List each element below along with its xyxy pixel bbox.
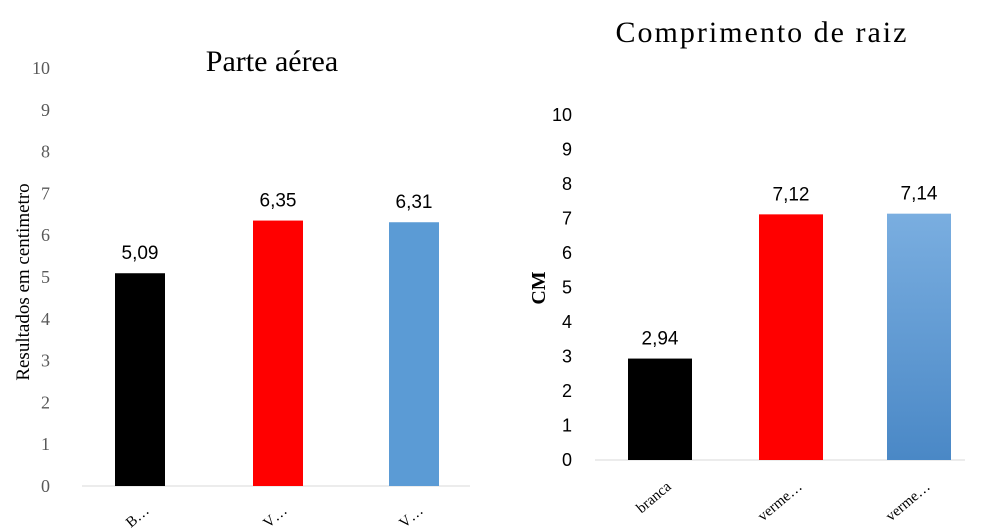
y-tick-label: 10 [552,105,572,125]
x-tick-label: B… [123,503,152,528]
bar [389,222,439,486]
y-tick-label: 5 [562,278,572,298]
data-labels: 2,94 7,12 7,14 [642,184,938,350]
bars [628,213,951,460]
x-tick-label: verme… [755,479,805,525]
data-label: 5,09 [122,243,159,264]
y-tick-label: 1 [41,434,50,454]
x-axis-ticks: branca verme… verme… [634,479,934,525]
chart-title: Comprimento de raiz [616,16,909,49]
y-tick-label: 8 [41,142,50,162]
bar [115,273,165,486]
data-labels: 5,09 6,35 6,31 [122,191,433,265]
bar [253,220,303,486]
y-axis-label: Resultados em centimetro [13,183,34,380]
y-tick-label: 3 [41,351,50,371]
chart-parte-aerea: Parte aérea Resultados em centimetro 0 1 2… [13,45,470,528]
y-tick-label: 7 [562,209,572,229]
bar [628,358,692,460]
y-tick-label: 2 [41,392,50,412]
x-tick-label: branca [634,479,675,517]
y-tick-label: 6 [41,225,50,245]
data-label: 6,35 [260,191,297,212]
y-tick-label: 1 [562,416,572,436]
y-tick-label: 9 [41,100,50,120]
x-axis-ticks: B… V… V… [123,503,426,528]
y-tick-label: 7 [41,183,50,203]
y-tick-label: 9 [562,140,572,160]
bar [887,213,951,460]
data-label: 7,14 [901,184,938,205]
y-axis-ticks: 0 1 2 3 4 5 6 7 8 9 10 [552,105,572,470]
chart-title: Parte aérea [206,45,338,78]
y-tick-label: 8 [562,174,572,194]
data-label: 7,12 [773,184,810,205]
bars [115,220,439,486]
data-label: 2,94 [642,329,679,350]
y-tick-label: 0 [41,476,50,496]
y-tick-label: 0 [562,450,572,470]
y-tick-label: 3 [562,347,572,367]
y-tick-label: 2 [562,381,572,401]
y-tick-label: 4 [562,312,572,332]
y-tick-label: 10 [32,58,50,78]
x-tick-label: verme… [883,479,933,525]
x-tick-label: V… [260,503,290,528]
data-label: 6,31 [396,192,433,213]
y-axis-ticks: 0 1 2 3 4 5 6 7 8 9 10 [32,58,50,496]
bar [759,214,823,460]
y-tick-label: 5 [41,267,50,287]
y-axis-label: CM [528,271,550,304]
y-tick-label: 6 [562,243,572,263]
x-tick-label: V… [396,503,426,528]
y-tick-label: 4 [41,309,50,329]
chart-comprimento-de-raiz: Comprimento de raiz CM 0 1 2 3 4 5 6 7 8 9 10 2,94… [528,16,965,525]
